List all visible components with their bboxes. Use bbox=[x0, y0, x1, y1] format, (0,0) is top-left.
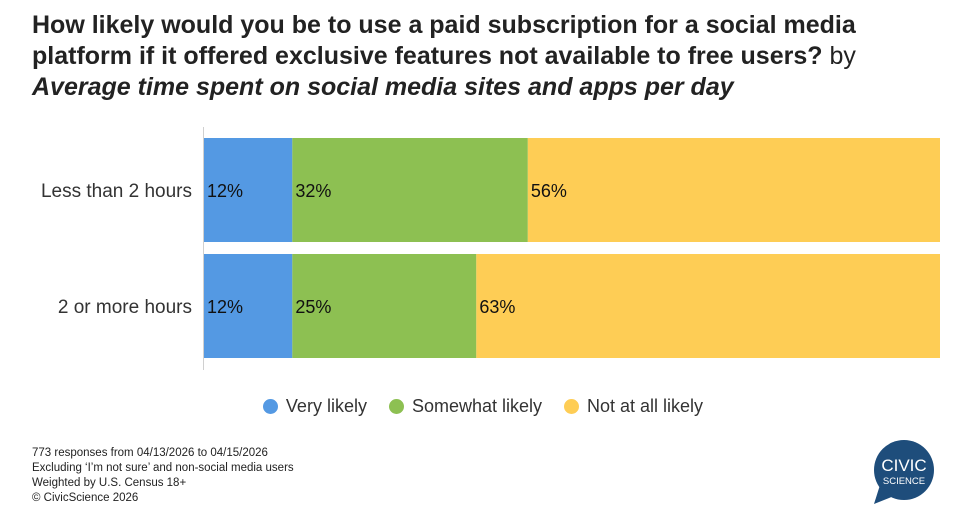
svg-text:CIVIC: CIVIC bbox=[881, 456, 926, 475]
footnote: Weighted by U.S. Census 18+ bbox=[32, 477, 187, 489]
civicscience-logo: CIVIC SCIENCE bbox=[874, 440, 934, 504]
footnotes: 773 responses from 04/13/2026 to 04/15/2… bbox=[32, 446, 294, 506]
footnote: 773 responses from 04/13/2026 to 04/15/2… bbox=[32, 447, 268, 459]
legend-swatch bbox=[564, 399, 580, 414]
bar-segment bbox=[527, 138, 940, 242]
bar-segment bbox=[204, 254, 293, 358]
data-label: 63% bbox=[479, 297, 515, 317]
data-label: 56% bbox=[531, 181, 567, 201]
legend-swatch bbox=[262, 399, 278, 414]
bar-segment bbox=[204, 138, 293, 242]
chart-subtitle: Average time spent on social media sites… bbox=[32, 73, 734, 101]
data-label: 12% bbox=[207, 181, 243, 201]
bar-segment bbox=[476, 254, 940, 358]
legend-item-somewhat-likely: Somewhat likely bbox=[388, 396, 542, 417]
data-label: 12% bbox=[207, 297, 243, 317]
footnote: Excluding ‘I’m not sure’ and non-social … bbox=[32, 462, 294, 474]
bar-segment bbox=[292, 138, 528, 242]
legend-item-not-at-all-likely: Not at all likely bbox=[564, 396, 703, 417]
legend-item-very-likely: Very likely bbox=[262, 396, 367, 417]
category-label: 2 or more hours bbox=[58, 297, 192, 318]
svg-text:SCIENCE: SCIENCE bbox=[883, 476, 925, 487]
data-label: 25% bbox=[295, 297, 331, 317]
footnote: © CivicScience 2026 bbox=[32, 492, 139, 504]
legend-swatch bbox=[388, 399, 404, 414]
category-label: Less than 2 hours bbox=[41, 181, 192, 202]
chart-title: How likely would you be to use a paid su… bbox=[32, 11, 856, 101]
legend: Very likely Somewhat likely Not at all l… bbox=[0, 396, 966, 417]
bar-segment bbox=[292, 254, 477, 358]
data-label: 32% bbox=[295, 181, 331, 201]
